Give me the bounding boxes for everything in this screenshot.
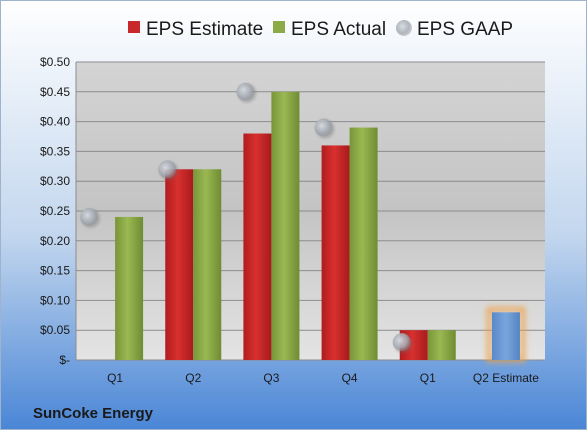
y-tick-label: $0.15	[40, 264, 70, 278]
legend: EPS Estimate EPS Actual EPS GAAP	[128, 19, 513, 40]
legend-swatch-gaap	[396, 20, 412, 36]
x-tick-label: Q4	[342, 371, 358, 385]
y-tick-label: $0.10	[40, 293, 70, 307]
y-tick-label: $0.45	[40, 85, 70, 99]
y-tick-label: $0.40	[40, 115, 70, 129]
bar-next-estimate	[491, 312, 520, 360]
gaap-marker	[236, 82, 255, 101]
legend-label-actual: EPS Actual	[291, 19, 386, 40]
bar-eps-actual	[349, 127, 378, 360]
bar-eps-actual	[193, 169, 222, 360]
y-tick-label: $0.25	[40, 204, 70, 218]
x-axis: Q1 Q2 Q3 Q4 Q1 Q2 Estimate	[107, 371, 539, 385]
y-tick-label: $0.20	[40, 234, 70, 248]
bar-eps-estimate	[165, 169, 194, 360]
bar-eps-estimate	[321, 145, 350, 360]
x-tick-label: Q1	[420, 371, 436, 385]
gaap-marker	[392, 333, 411, 352]
gaap-marker	[314, 118, 333, 137]
gaap-markers	[80, 82, 413, 354]
y-tick-label: $-	[59, 353, 70, 367]
x-tick-label: Q2 Estimate	[473, 371, 539, 385]
bars	[115, 91, 526, 363]
y-tick-label: $0.30	[40, 174, 70, 188]
y-tick-label: $0.05	[40, 323, 70, 337]
legend-swatch-actual	[273, 21, 285, 33]
x-tick-label: Q3	[263, 371, 279, 385]
bar-eps-actual	[271, 91, 300, 361]
brand-label: SunCoke Energy	[33, 405, 154, 422]
bar-eps-actual	[115, 216, 144, 360]
legend-label-gaap: EPS GAAP	[417, 19, 513, 40]
y-tick-label: $0.35	[40, 144, 70, 158]
x-tick-label: Q2	[185, 371, 201, 385]
gaap-marker	[80, 207, 99, 226]
y-axis: $- $0.05 $0.10 $0.15 $0.20 $0.25 $0.30 $0.35 $0.…	[40, 55, 77, 367]
gaap-marker	[158, 160, 177, 179]
legend-label-estimate: EPS Estimate	[146, 19, 263, 40]
x-tick-label: Q1	[107, 371, 123, 385]
bar-eps-actual	[427, 330, 456, 360]
y-tick-label: $0.50	[40, 55, 70, 69]
legend-swatch-estimate	[128, 21, 140, 33]
bar-eps-estimate	[243, 133, 272, 360]
gridlines	[76, 61, 545, 361]
